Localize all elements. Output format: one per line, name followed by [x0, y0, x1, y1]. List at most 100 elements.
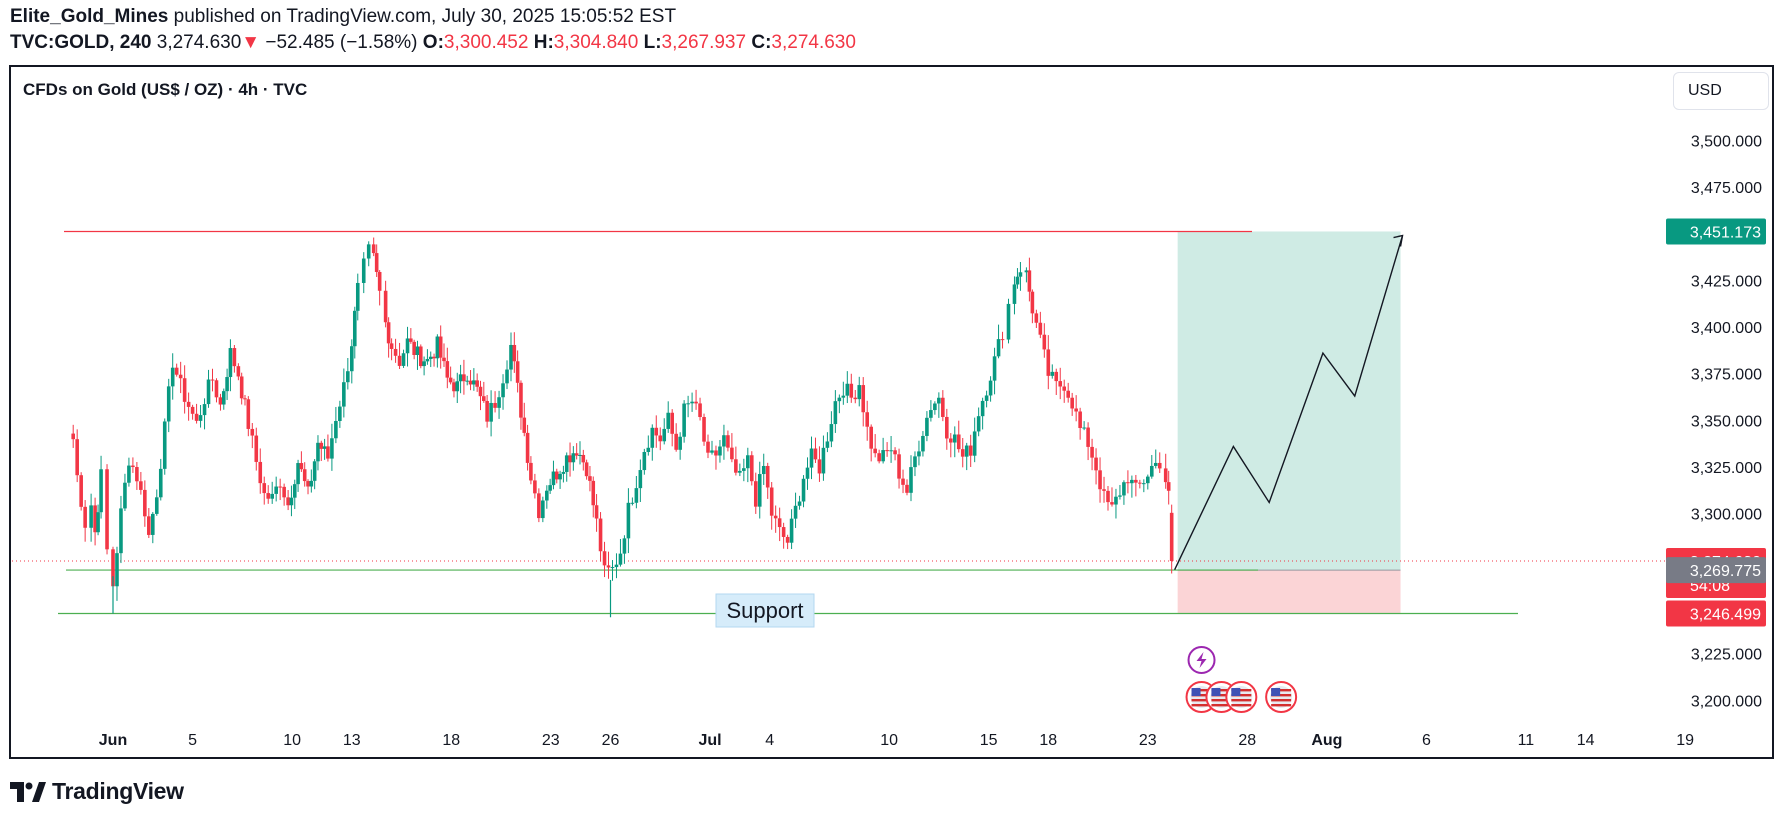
candle[interactable]	[584, 459, 589, 480]
candle[interactable]	[75, 429, 79, 483]
candle[interactable]	[529, 456, 533, 485]
candle[interactable]	[322, 438, 327, 460]
candle[interactable]	[232, 345, 237, 373]
candle[interactable]	[710, 440, 714, 455]
candle[interactable]	[239, 372, 244, 405]
candle[interactable]	[642, 448, 647, 475]
candle[interactable]	[89, 493, 93, 542]
candle[interactable]	[131, 457, 135, 473]
candle[interactable]	[478, 380, 483, 411]
candle[interactable]	[438, 325, 443, 369]
candle[interactable]	[1058, 367, 1063, 400]
candle[interactable]	[1050, 364, 1055, 379]
candle[interactable]	[1153, 449, 1158, 469]
candle[interactable]	[972, 417, 977, 463]
candle[interactable]	[797, 495, 802, 510]
candle[interactable]	[638, 459, 643, 502]
candle[interactable]	[515, 350, 520, 393]
candle[interactable]	[115, 546, 119, 601]
candle[interactable]	[465, 375, 470, 386]
candle[interactable]	[837, 394, 842, 414]
candle[interactable]	[509, 332, 513, 382]
candle[interactable]	[662, 418, 667, 445]
candle[interactable]	[626, 488, 631, 554]
candle[interactable]	[646, 435, 651, 456]
candle[interactable]	[405, 326, 410, 367]
candle[interactable]	[793, 492, 798, 528]
candle[interactable]	[198, 404, 203, 428]
candle[interactable]	[678, 432, 682, 460]
candle[interactable]	[598, 512, 603, 562]
candle[interactable]	[805, 457, 810, 490]
candle[interactable]	[361, 252, 366, 294]
candle[interactable]	[1134, 474, 1138, 497]
candle[interactable]	[622, 535, 627, 564]
candle[interactable]	[1163, 453, 1168, 489]
candle[interactable]	[352, 306, 357, 359]
candle[interactable]	[246, 396, 251, 437]
candle[interactable]	[571, 446, 576, 471]
candle[interactable]	[706, 434, 710, 459]
candle[interactable]	[702, 413, 706, 446]
candle[interactable]	[274, 476, 278, 502]
candle[interactable]	[845, 371, 850, 404]
candle[interactable]	[654, 415, 659, 448]
candle[interactable]	[956, 420, 961, 453]
candle[interactable]	[588, 465, 592, 492]
candle[interactable]	[801, 475, 806, 508]
candle[interactable]	[1090, 438, 1094, 471]
candle[interactable]	[377, 270, 382, 306]
candle[interactable]	[306, 479, 310, 495]
candle[interactable]	[738, 463, 742, 477]
candle[interactable]	[988, 376, 993, 402]
candle[interactable]	[366, 241, 371, 267]
candle[interactable]	[401, 349, 406, 368]
candle[interactable]	[690, 392, 694, 412]
candle[interactable]	[1146, 474, 1150, 490]
candle[interactable]	[933, 401, 937, 415]
candle[interactable]	[554, 468, 559, 484]
candle[interactable]	[190, 404, 195, 420]
candle[interactable]	[1142, 479, 1146, 493]
candle[interactable]	[541, 496, 545, 523]
candle[interactable]	[202, 398, 207, 430]
us-flag-icon[interactable]	[1225, 681, 1258, 713]
candle[interactable]	[445, 347, 450, 389]
candle[interactable]	[722, 424, 726, 460]
candle[interactable]	[606, 551, 611, 579]
candle[interactable]	[482, 381, 486, 403]
candle[interactable]	[292, 479, 297, 510]
candle[interactable]	[316, 435, 320, 471]
candle[interactable]	[428, 351, 433, 368]
candle[interactable]	[785, 534, 790, 550]
candle[interactable]	[218, 393, 223, 411]
candle[interactable]	[210, 368, 215, 392]
candle[interactable]	[809, 436, 814, 480]
candle[interactable]	[299, 451, 304, 472]
candle[interactable]	[135, 461, 139, 490]
candle[interactable]	[389, 338, 394, 361]
candle[interactable]	[342, 368, 346, 418]
candle[interactable]	[714, 445, 718, 470]
candle[interactable]	[1114, 488, 1118, 519]
candle[interactable]	[147, 508, 151, 539]
candle[interactable]	[522, 402, 527, 437]
candle[interactable]	[1082, 421, 1086, 431]
candle[interactable]	[214, 378, 219, 403]
candle[interactable]	[278, 478, 282, 501]
candle[interactable]	[670, 409, 674, 447]
candle[interactable]	[374, 244, 379, 277]
candle[interactable]	[289, 485, 294, 517]
candle[interactable]	[901, 469, 905, 494]
candle[interactable]	[773, 505, 778, 533]
candle[interactable]	[1149, 454, 1154, 479]
candle[interactable]	[833, 390, 838, 433]
candle[interactable]	[143, 480, 147, 527]
candle[interactable]	[1042, 323, 1047, 358]
candle[interactable]	[425, 349, 430, 365]
candle[interactable]	[742, 458, 746, 482]
candle[interactable]	[1102, 476, 1106, 503]
candle[interactable]	[432, 353, 436, 367]
candle[interactable]	[857, 376, 862, 407]
projection-path[interactable]	[1174, 235, 1404, 570]
